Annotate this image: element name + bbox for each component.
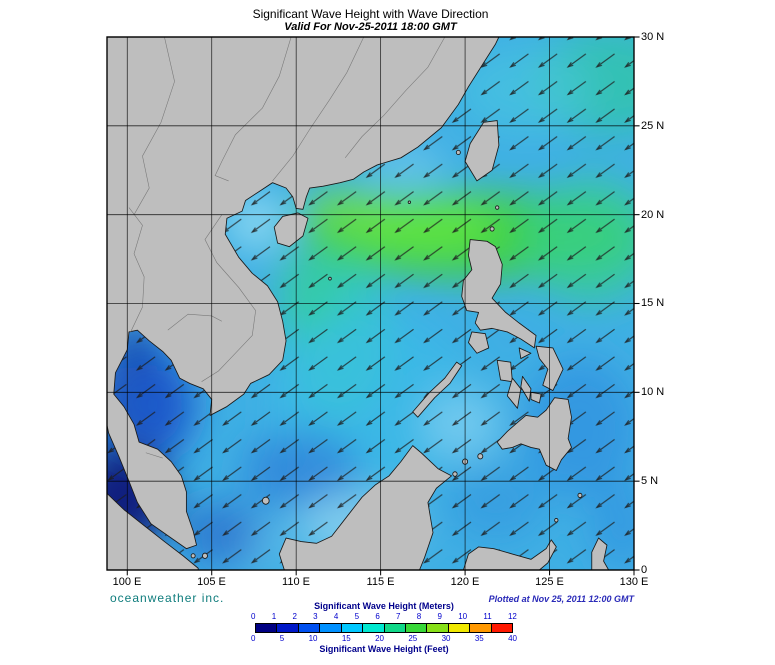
lon-label-115e: 115 E (366, 576, 395, 588)
lat-label-15n: 15 N (641, 297, 665, 309)
map-border (106, 36, 635, 571)
landmass-masbate (518, 347, 532, 360)
landmass-sulawesi (462, 539, 557, 570)
island-talaud (577, 492, 583, 498)
island-riau-2 (190, 553, 196, 559)
legend-meters-ticks: 0 1 2 3 4 5 6 7 8 9 10 11 12 (251, 612, 517, 621)
island-babuyan (489, 226, 495, 232)
lat-label-25n: 25 N (641, 120, 665, 132)
lat-label-5n: 5 N (641, 475, 659, 487)
oceanweather-brand-text: oceanweather inc. (110, 591, 225, 605)
landmass-negros (506, 377, 522, 409)
map-plot-area (106, 36, 640, 576)
island-batanes (495, 205, 500, 210)
lon-label-105e: 105 E (197, 576, 226, 588)
chart-subtitle: Valid For Nov-25-2011 18:00 GMT (284, 21, 457, 33)
landmass-bohol (530, 391, 542, 404)
landmass-palawan (412, 361, 463, 418)
island-sulu-3 (452, 471, 458, 477)
country-borders (128, 37, 446, 459)
landmass-luzon (461, 239, 537, 349)
legend-feet-label: Significant Wave Height (Feet) (319, 644, 449, 654)
landmass-asia-mainland (107, 37, 500, 550)
legend-meters-label: Significant Wave Height (Meters) (314, 601, 454, 611)
island-sangihe (554, 518, 559, 523)
plotted-at-text: Plotted at Nov 25, 2011 12:00 GMT (488, 594, 634, 604)
lon-label-120e: 120 E (450, 576, 480, 588)
lat-label-0: 0 (641, 564, 648, 576)
landmass-mindanao (496, 397, 572, 471)
island-paracel (328, 276, 332, 281)
landmass-borneo (278, 445, 452, 570)
lat-label-20n: 20 N (641, 209, 665, 221)
island-penghu (455, 149, 461, 156)
lon-label-100e: 100 E (112, 576, 142, 588)
grid-layer (107, 37, 634, 570)
landmass-mindoro (468, 331, 490, 354)
chart-title: Significant Wave Height with Wave Direct… (252, 7, 489, 21)
lat-label-10n: 10 N (641, 386, 665, 398)
island-natuna (261, 496, 270, 505)
legend-feet-ticks: 0 5 10 15 20 25 30 35 40 (251, 634, 517, 643)
lat-label-30n: 30 N (641, 31, 665, 43)
island-dongsha (407, 200, 411, 204)
lon-label-125e: 125 E (535, 576, 564, 588)
land-layer (107, 37, 610, 570)
legend-colorbar (255, 623, 513, 633)
landmass-hainan (273, 212, 309, 248)
island-sulu-2 (477, 453, 484, 460)
lon-label-110e: 110 E (282, 576, 310, 588)
landmass-cebu (520, 375, 532, 402)
island-riau-1 (202, 552, 208, 559)
lon-label-130e: 130 E (619, 576, 649, 588)
axis-ticks (126, 36, 640, 576)
landmass-halmahera (591, 537, 610, 570)
map-image (106, 36, 640, 576)
landmass-sumatra (107, 492, 199, 570)
